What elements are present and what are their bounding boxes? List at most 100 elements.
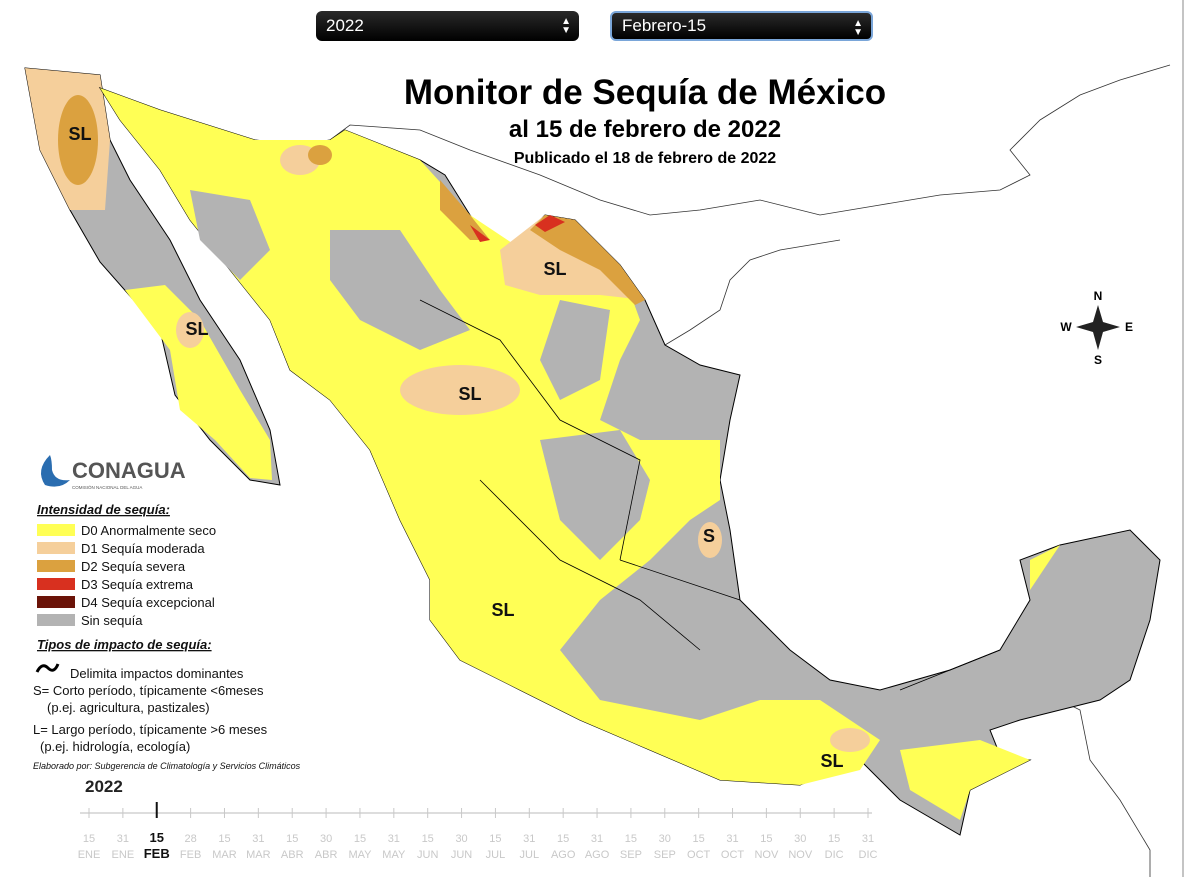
timeline-month: MAR bbox=[212, 849, 237, 861]
d1-area bbox=[176, 312, 204, 348]
state-border bbox=[419, 299, 1001, 691]
impact-label: SL bbox=[491, 600, 514, 620]
d1-area bbox=[25, 68, 110, 210]
compass-e: E bbox=[1125, 320, 1133, 334]
logo: CONAGUA COMISIÓN NACIONAL DEL AGUA bbox=[41, 455, 186, 490]
mexico-mainland bbox=[98, 87, 1161, 836]
legend-swatch bbox=[37, 524, 75, 536]
year-value: 2022 bbox=[326, 16, 364, 35]
d3-area bbox=[470, 225, 490, 242]
timeline-month: JUL bbox=[520, 849, 540, 861]
compass: N S E W bbox=[1060, 289, 1133, 367]
d1-area bbox=[500, 215, 645, 300]
timeline-day: 15 bbox=[286, 833, 298, 845]
compass-n: N bbox=[1094, 289, 1103, 303]
subtitle: al 15 de febrero de 2022 bbox=[509, 116, 781, 143]
legend-swatch bbox=[37, 578, 75, 590]
impact-text: (p.ej. agricultura, pastizales) bbox=[47, 700, 210, 715]
d2-area bbox=[530, 215, 645, 305]
no-drought-area bbox=[540, 300, 610, 400]
guatemala-border bbox=[1059, 699, 1151, 877]
d0-area bbox=[125, 285, 272, 480]
legend-swatch bbox=[37, 614, 75, 626]
timeline-day: 15 bbox=[693, 833, 705, 845]
us-coast bbox=[664, 239, 841, 346]
d1-area bbox=[280, 145, 320, 175]
impact-line-symbol bbox=[35, 663, 60, 673]
impact-label: SL bbox=[820, 751, 843, 771]
impact-text: S= Corto período, típicamente <6meses bbox=[33, 683, 264, 698]
logo-name: CONAGUA bbox=[72, 458, 186, 483]
timeline-day: 31 bbox=[591, 833, 603, 845]
timeline-month: MAY bbox=[382, 849, 406, 861]
impact-text: Delimita impactos dominantes bbox=[70, 666, 244, 681]
timeline-month: NOV bbox=[754, 849, 779, 861]
d1-area bbox=[400, 365, 520, 415]
timeline-day: 15 bbox=[557, 833, 569, 845]
timeline-day: 30 bbox=[320, 833, 332, 845]
timeline-month: DIC bbox=[859, 849, 878, 861]
legend-label: D1 Sequía moderada bbox=[81, 541, 205, 556]
legend-swatch bbox=[37, 542, 75, 554]
timeline-day: 15 bbox=[760, 833, 772, 845]
d2-area bbox=[58, 95, 98, 185]
legend-swatch bbox=[37, 560, 75, 572]
timeline-month: MAY bbox=[348, 849, 372, 861]
timeline-day: 31 bbox=[726, 833, 738, 845]
timeline-month: ENE bbox=[112, 849, 135, 861]
timeline-month: DIC bbox=[825, 849, 844, 861]
compass-w: W bbox=[1060, 320, 1072, 334]
impact-label: SL bbox=[68, 124, 91, 144]
year-select[interactable]: 2022 ▲ ▼ bbox=[316, 11, 579, 41]
d0-area bbox=[1030, 545, 1060, 590]
timeline-month: ENE bbox=[78, 849, 101, 861]
timeline-day: 15 bbox=[422, 833, 434, 845]
logo-tagline: COMISIÓN NACIONAL DEL AGUA bbox=[72, 484, 142, 490]
compass-s: S bbox=[1094, 353, 1102, 367]
timeline-day: 15 bbox=[625, 833, 637, 845]
date-value: Febrero-15 bbox=[622, 16, 707, 35]
timeline-month: NOV bbox=[788, 849, 813, 861]
timeline-day: 31 bbox=[862, 833, 874, 845]
date-select[interactable]: Febrero-15 ▲ ▼ bbox=[610, 11, 873, 41]
d1-area bbox=[830, 728, 870, 752]
timeline-month: FEB bbox=[180, 849, 201, 861]
timeline-day: 15 bbox=[218, 833, 230, 845]
d2-area bbox=[308, 145, 332, 165]
impact-text: L= Largo período, típicamente >6 meses bbox=[33, 722, 268, 737]
no-drought-area bbox=[330, 230, 470, 350]
d3-area bbox=[535, 215, 565, 232]
title: Monitor de Sequía de México bbox=[404, 73, 886, 112]
timeline-month: FEB bbox=[144, 846, 170, 861]
legend-label: D4 Sequía excepcional bbox=[81, 595, 215, 610]
d0-area bbox=[100, 88, 880, 785]
timeline-day: 15 bbox=[150, 830, 164, 845]
timeline-month: ABR bbox=[315, 849, 338, 861]
timeline-day: 15 bbox=[83, 833, 95, 845]
timeline-year: 2022 bbox=[85, 777, 123, 796]
impacts-heading: Tipos de impacto de sequía: bbox=[37, 637, 212, 652]
d2-area bbox=[440, 180, 490, 240]
timeline-month: JUL bbox=[486, 849, 506, 861]
timeline-day: 30 bbox=[794, 833, 806, 845]
us-coast bbox=[329, 64, 1171, 216]
timeline-month: AGO bbox=[585, 849, 610, 861]
timeline-day: 15 bbox=[828, 833, 840, 845]
timeline-day: 15 bbox=[354, 833, 366, 845]
select-arrows: ▲ ▼ bbox=[853, 18, 863, 38]
timeline-month: SEP bbox=[654, 849, 676, 861]
timeline-day: 30 bbox=[659, 833, 671, 845]
no-drought-area bbox=[540, 430, 650, 560]
baja-california bbox=[24, 67, 281, 486]
timeline-month: JUN bbox=[451, 849, 472, 861]
timeline-month: JUN bbox=[417, 849, 438, 861]
impact-label: S bbox=[703, 526, 715, 546]
credit: Elaborado por: Subgerencia de Climatolog… bbox=[33, 761, 301, 771]
timeline-month: OCT bbox=[687, 849, 711, 861]
timeline-month: AGO bbox=[551, 849, 576, 861]
timeline-day: 28 bbox=[184, 833, 196, 845]
legend-swatch bbox=[37, 596, 75, 608]
impact-label: SL bbox=[458, 384, 481, 404]
timeline-day: 31 bbox=[388, 833, 400, 845]
